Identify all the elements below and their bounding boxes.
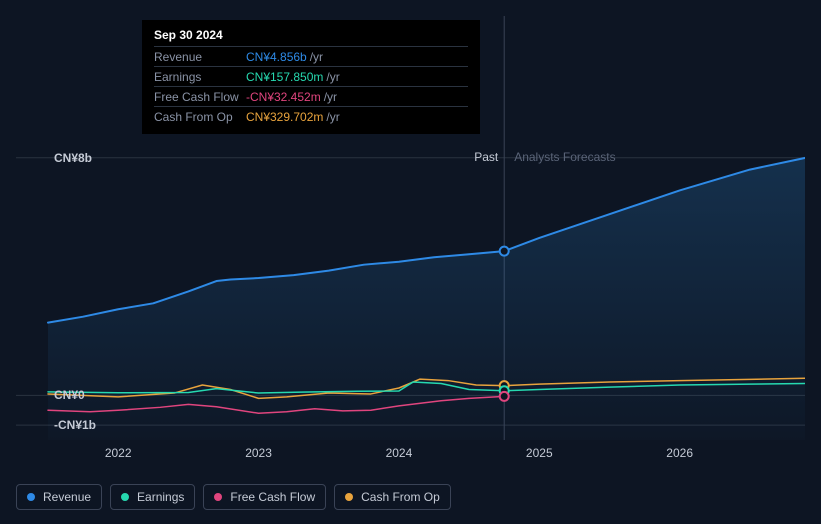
tooltip-row-label: Free Cash Flow bbox=[154, 90, 246, 104]
marker-fcf bbox=[500, 392, 509, 401]
y-tick-label: -CN¥1b bbox=[54, 418, 74, 432]
x-tick-label: 2025 bbox=[526, 446, 553, 460]
tooltip-row: EarningsCN¥157.850m/yr bbox=[154, 66, 468, 86]
tooltip-row-suffix: /yr bbox=[326, 110, 339, 124]
x-tick-label: 2026 bbox=[666, 446, 693, 460]
tooltip-row-value: CN¥329.702m bbox=[246, 110, 323, 124]
legend-label: Free Cash Flow bbox=[230, 490, 315, 504]
legend-dot-icon bbox=[121, 493, 129, 501]
tooltip-date: Sep 30 2024 bbox=[154, 28, 468, 46]
legend-item-revenue[interactable]: Revenue bbox=[16, 484, 102, 510]
hover-tooltip: Sep 30 2024 RevenueCN¥4.856b/yrEarningsC… bbox=[142, 20, 480, 134]
tooltip-row-label: Cash From Op bbox=[154, 110, 246, 124]
tooltip-row: RevenueCN¥4.856b/yr bbox=[154, 46, 468, 66]
legend-label: Revenue bbox=[43, 490, 91, 504]
tooltip-row: Cash From OpCN¥329.702m/yr bbox=[154, 106, 468, 126]
y-tick-label: CN¥8b bbox=[54, 151, 74, 165]
legend-label: Cash From Op bbox=[361, 490, 440, 504]
past-section-label: Past bbox=[474, 150, 498, 164]
legend-dot-icon bbox=[214, 493, 222, 501]
x-tick-label: 2023 bbox=[245, 446, 272, 460]
chart-container: Sep 30 2024 RevenueCN¥4.856b/yrEarningsC… bbox=[16, 16, 805, 510]
x-tick-label: 2022 bbox=[105, 446, 132, 460]
legend-label: Earnings bbox=[137, 490, 184, 504]
tooltip-row-value: CN¥4.856b bbox=[246, 50, 307, 64]
legend: Revenue Earnings Free Cash Flow Cash From O… bbox=[16, 484, 451, 510]
x-tick-label: 2024 bbox=[386, 446, 413, 460]
tooltip-row-suffix: /yr bbox=[326, 70, 339, 84]
y-tick-label: CN¥0 bbox=[54, 388, 74, 402]
legend-item-fcf[interactable]: Free Cash Flow bbox=[203, 484, 326, 510]
legend-item-earnings[interactable]: Earnings bbox=[110, 484, 195, 510]
tooltip-row-value: CN¥157.850m bbox=[246, 70, 323, 84]
tooltip-row-label: Earnings bbox=[154, 70, 246, 84]
tooltip-row-suffix: /yr bbox=[310, 50, 323, 64]
tooltip-row-value: -CN¥32.452m bbox=[246, 90, 321, 104]
forecast-section-label: Analysts Forecasts bbox=[514, 150, 615, 164]
legend-dot-icon bbox=[345, 493, 353, 501]
legend-dot-icon bbox=[27, 493, 35, 501]
tooltip-row-label: Revenue bbox=[154, 50, 246, 64]
legend-item-cfo[interactable]: Cash From Op bbox=[334, 484, 451, 510]
marker-revenue bbox=[500, 247, 509, 256]
tooltip-row: Free Cash Flow-CN¥32.452m/yr bbox=[154, 86, 468, 106]
tooltip-row-suffix: /yr bbox=[324, 90, 337, 104]
